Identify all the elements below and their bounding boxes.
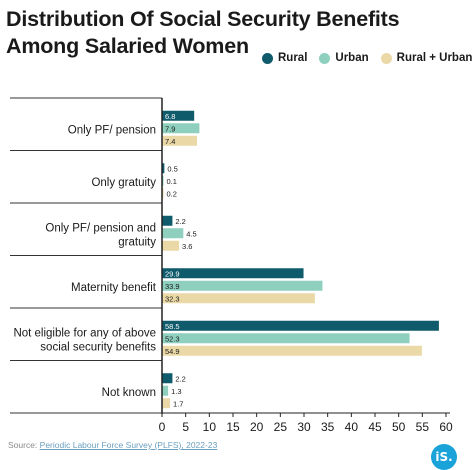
legend: Rural Urban Rural + Urban bbox=[262, 52, 472, 64]
bar bbox=[162, 135, 198, 146]
data-label: 2.2 bbox=[175, 374, 185, 383]
source-link[interactable]: Periodic Labour Force Survey (PLFS), 202… bbox=[39, 440, 218, 450]
x-tick-label: 45 bbox=[368, 420, 382, 434]
bar bbox=[162, 293, 315, 304]
brand-logo: iS. bbox=[431, 444, 457, 470]
bar bbox=[162, 320, 439, 331]
category-label: Only PF/ pension bbox=[68, 124, 156, 136]
category-label: Not known bbox=[102, 387, 156, 399]
data-label: 6.8 bbox=[165, 112, 175, 121]
x-tick-label: 30 bbox=[297, 420, 311, 434]
data-label: 7.9 bbox=[165, 124, 175, 133]
legend-swatch-rural-urban bbox=[380, 52, 392, 64]
legend-label-urban: Urban bbox=[335, 52, 369, 64]
legend-item-rural: Rural bbox=[262, 52, 307, 64]
data-label: 1.7 bbox=[173, 399, 183, 408]
data-label: 2.2 bbox=[175, 217, 185, 226]
bar bbox=[162, 215, 173, 226]
data-label: 0.1 bbox=[167, 177, 177, 186]
x-tick-label: 55 bbox=[416, 420, 430, 434]
legend-label-rural: Rural bbox=[278, 52, 308, 64]
x-tick-label: 25 bbox=[274, 420, 288, 434]
x-tick-label: 35 bbox=[321, 420, 335, 434]
x-tick-label: 60 bbox=[439, 420, 453, 434]
data-label: 54.9 bbox=[165, 347, 180, 356]
x-tick-label: 40 bbox=[345, 420, 359, 434]
x-tick-label: 50 bbox=[392, 420, 406, 434]
category-label: Only PF/ pension and bbox=[45, 222, 156, 234]
bar bbox=[162, 268, 304, 279]
bar-chart: Only PF/ pension 6.8 7.9 7.4 Only gratuity 0.… bbox=[10, 97, 453, 434]
bar bbox=[162, 228, 184, 239]
data-label: 58.5 bbox=[165, 322, 180, 331]
category-label: Only gratuity bbox=[91, 177, 156, 189]
chart-title: Distribution Of Social Security Benefits… bbox=[6, 7, 400, 58]
legend-label-rural-urban: Rural + Urban bbox=[396, 52, 473, 64]
bar bbox=[162, 163, 165, 174]
bar bbox=[162, 123, 200, 134]
bar bbox=[162, 345, 422, 356]
bar bbox=[162, 110, 195, 121]
legend-swatch-rural bbox=[262, 52, 273, 64]
data-label: 52.3 bbox=[165, 334, 180, 343]
data-label: 4.5 bbox=[186, 229, 196, 238]
data-label: 29.9 bbox=[165, 269, 180, 278]
category-label: Not eligible for any of above bbox=[13, 327, 156, 339]
category-label: gratuity bbox=[118, 236, 156, 248]
category-label: social security benefits bbox=[40, 341, 156, 353]
bar bbox=[162, 240, 180, 251]
source-note: Source: Periodic Labour Force Survey (PL… bbox=[8, 440, 217, 450]
legend-item-urban: Urban bbox=[319, 52, 369, 64]
x-tick-label: 10 bbox=[203, 420, 217, 434]
data-label: 0.2 bbox=[167, 189, 177, 198]
bar bbox=[162, 333, 410, 344]
x-tick-label: 20 bbox=[250, 420, 264, 434]
legend-swatch-urban bbox=[319, 52, 331, 64]
data-label: 7.4 bbox=[165, 137, 175, 146]
legend-item-rural-urban: Rural + Urban bbox=[380, 52, 473, 64]
x-tick-label: 5 bbox=[182, 420, 189, 434]
x-tick-label: 0 bbox=[159, 420, 166, 434]
data-label: 0.5 bbox=[167, 164, 177, 173]
source-prefix: Source: bbox=[8, 440, 40, 450]
data-label: 1.3 bbox=[171, 387, 181, 396]
bar bbox=[162, 398, 171, 409]
x-tick-label: 15 bbox=[226, 420, 240, 434]
bar bbox=[162, 385, 169, 396]
data-label: 32.3 bbox=[165, 294, 180, 303]
data-label: 33.9 bbox=[165, 282, 180, 291]
data-label: 3.6 bbox=[182, 242, 192, 251]
category-label: Maternity benefit bbox=[71, 282, 157, 294]
bar bbox=[162, 373, 173, 384]
bar bbox=[162, 280, 323, 291]
